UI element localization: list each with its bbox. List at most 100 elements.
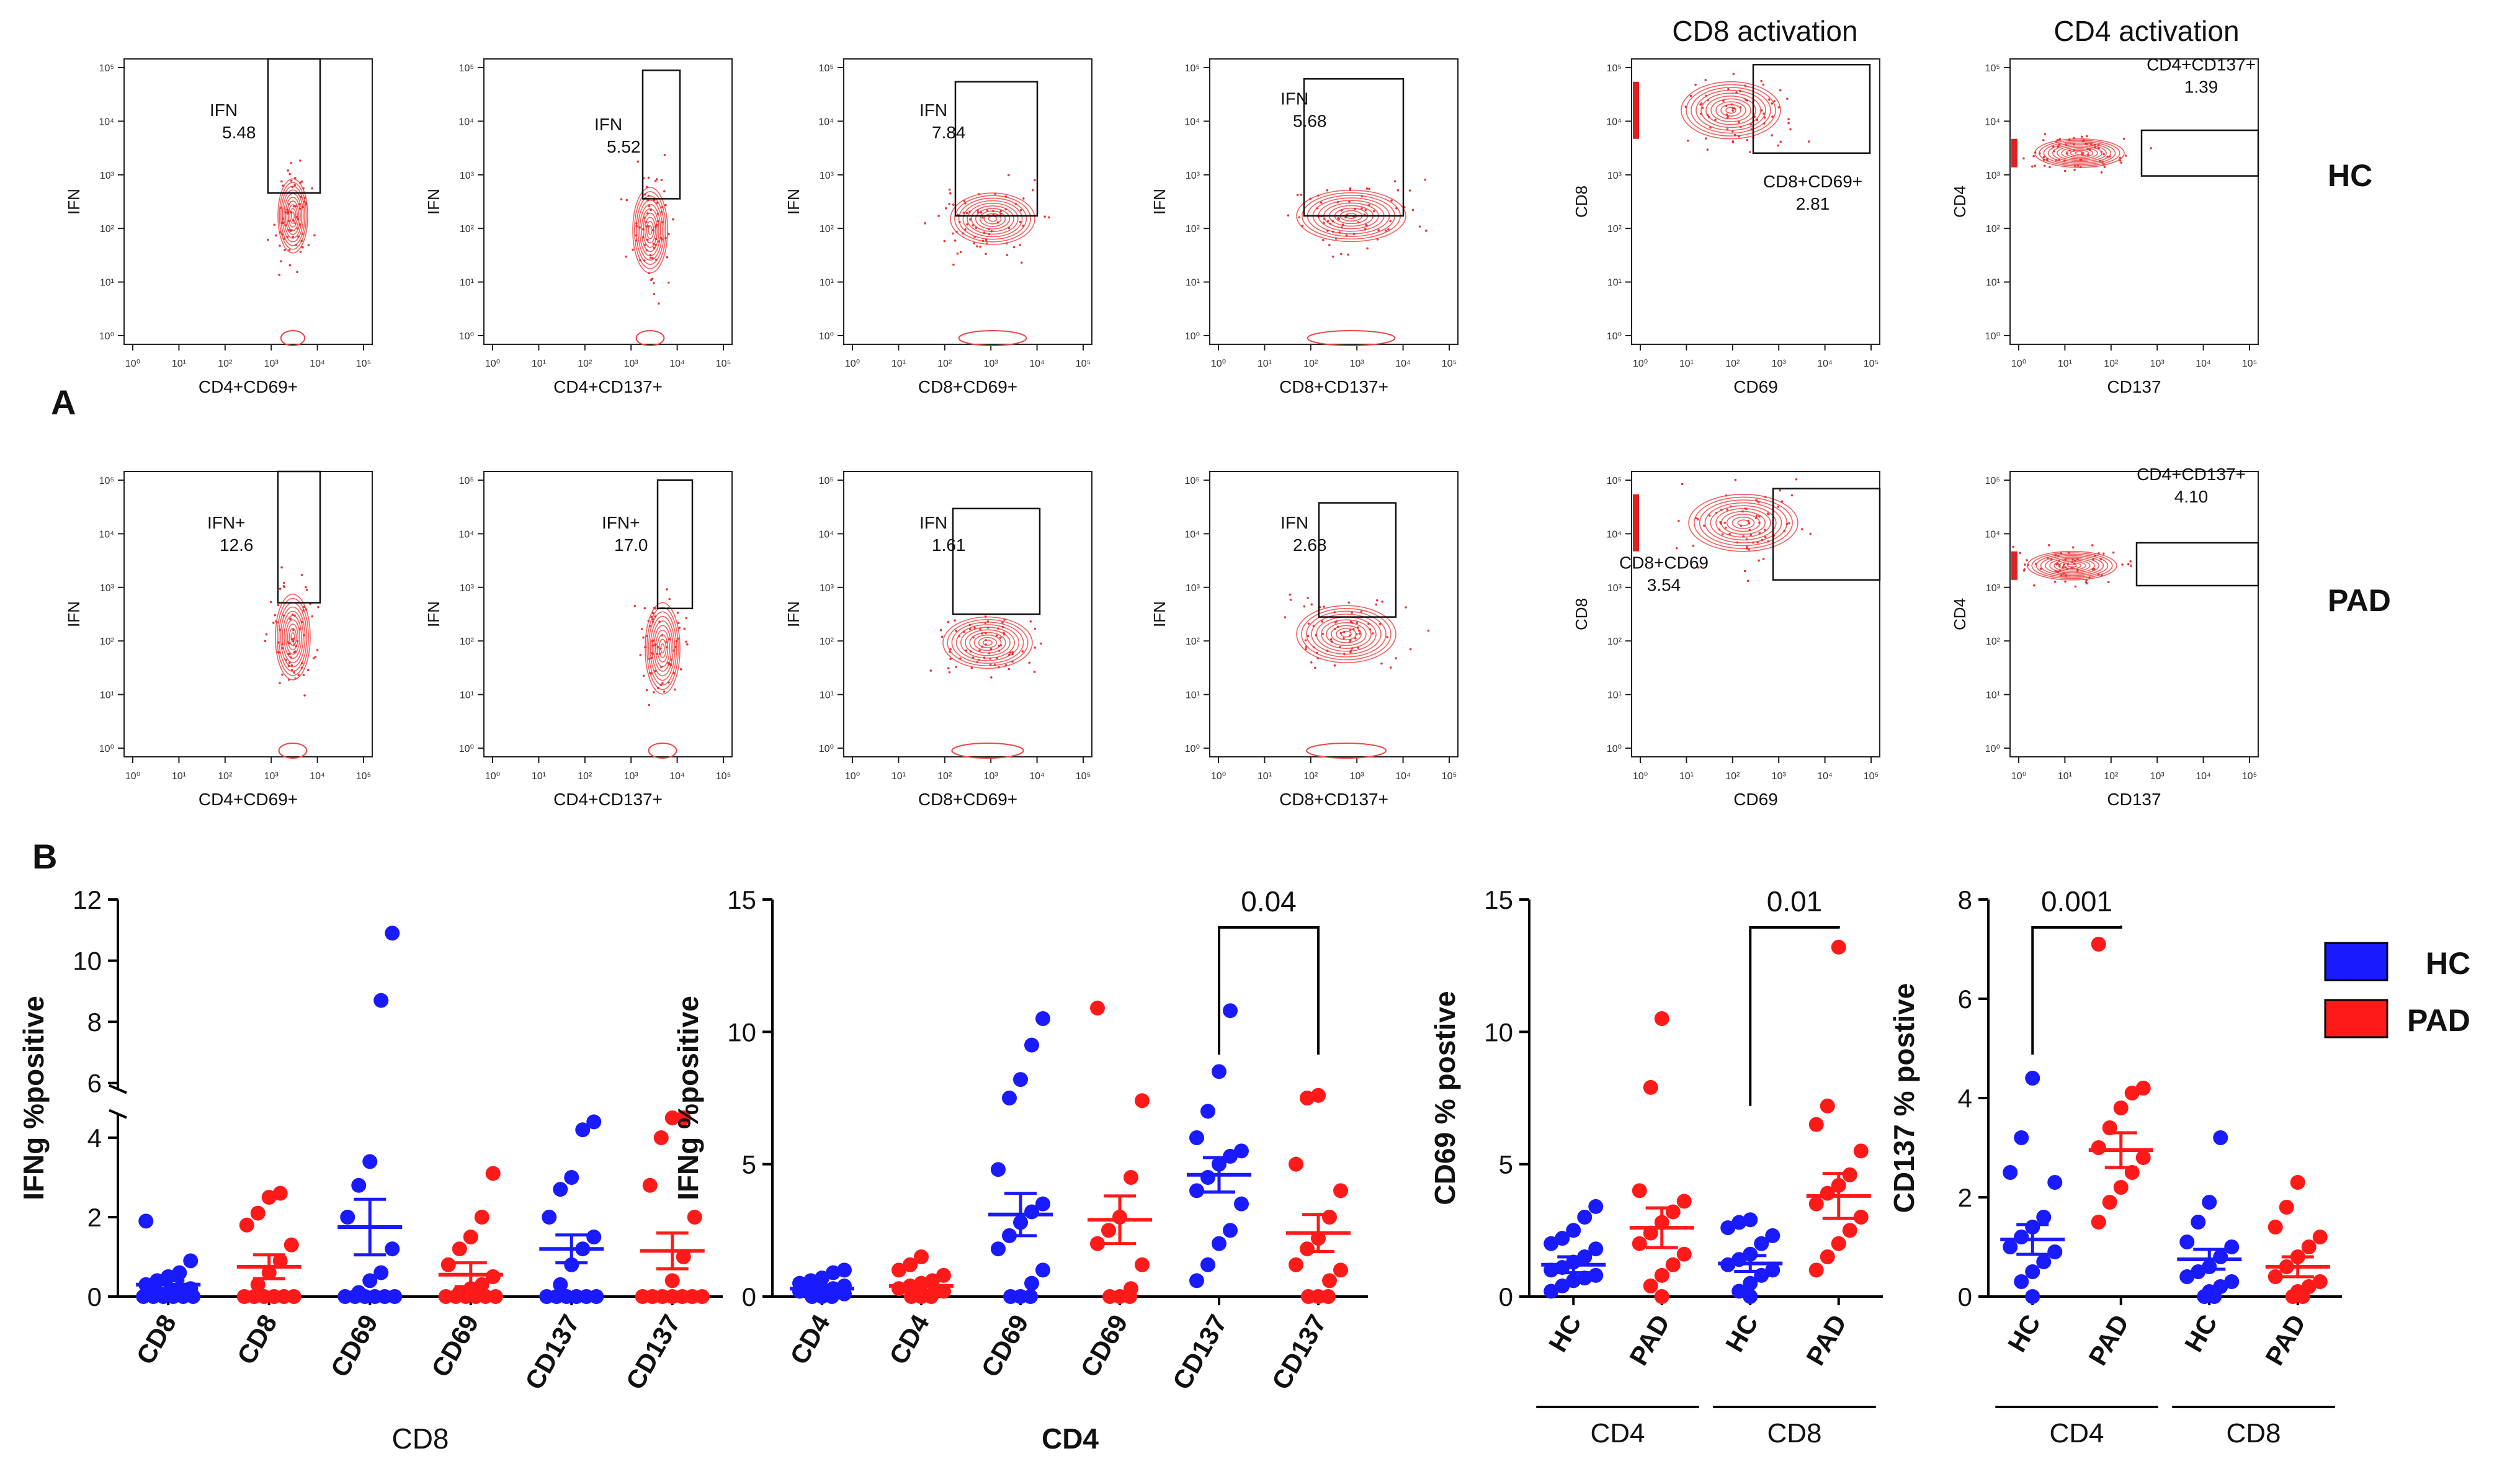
- event-dot: [1745, 507, 1748, 511]
- y-tick-label: 10⁴: [99, 529, 114, 540]
- event-dot: [299, 627, 302, 630]
- event-dot: [2022, 157, 2025, 160]
- event-dot: [1338, 645, 1341, 648]
- event-dot: [1284, 616, 1287, 618]
- x-tick-label: 10¹: [172, 359, 186, 369]
- flow-plot-frame: [1631, 58, 1880, 345]
- event-dot: [2087, 154, 2089, 156]
- event-dot: [975, 226, 978, 229]
- event-dot: [632, 248, 634, 251]
- y-tick-label: 10²: [1186, 636, 1200, 647]
- event-dot: [1771, 134, 1773, 136]
- event-dot: [635, 222, 638, 225]
- event-dot: [656, 202, 659, 204]
- event-dot: [986, 209, 989, 212]
- event-dot: [620, 198, 623, 200]
- event-dot: [1326, 220, 1329, 223]
- y-axis-title: CD4: [1950, 185, 1969, 218]
- event-dot: [300, 662, 303, 664]
- event-dot: [2091, 544, 2094, 547]
- data-point: [676, 1110, 691, 1125]
- event-dot: [998, 645, 1001, 648]
- x-tick-label: CD69: [426, 1310, 484, 1382]
- event-dot: [305, 586, 307, 589]
- flow-plot: 10⁰ 10⁰ 10¹ 10¹ 10² 10² 10³ 10³ 10⁴ 10⁴ 10⁵ 10⁵ IFN+…: [424, 471, 733, 809]
- event-dot: [663, 190, 666, 193]
- data-point: [1820, 1249, 1835, 1264]
- event-dot: [635, 234, 638, 237]
- x-axis-title: CD69: [1733, 377, 1778, 396]
- y-tick-label: 0: [1499, 1282, 1513, 1311]
- contour-line: [2043, 141, 2116, 166]
- event-dot: [1788, 522, 1790, 525]
- y-tick-label: 10⁰: [99, 744, 114, 754]
- event-dot: [649, 256, 652, 259]
- event-dot: [2097, 573, 2100, 576]
- event-dot: [2086, 135, 2088, 138]
- event-dot: [1754, 516, 1758, 519]
- event-dot: [1349, 189, 1352, 192]
- x-tick-label: 10⁰: [1633, 771, 1648, 782]
- event-dot: [1314, 666, 1316, 669]
- event-dot: [2082, 139, 2085, 141]
- contour-line: [1311, 614, 1382, 655]
- event-dot: [1749, 123, 1753, 126]
- data-point: [2191, 1215, 2206, 1230]
- event-dot: [1372, 632, 1374, 635]
- x-tick-label: 10²: [1303, 771, 1318, 782]
- event-dot: [1779, 140, 1782, 143]
- event-dot: [1012, 246, 1016, 249]
- event-dot: [976, 245, 978, 248]
- event-dot: [980, 211, 983, 214]
- contour-line: [1696, 89, 1766, 131]
- event-dot: [2068, 138, 2071, 141]
- event-dot: [963, 630, 965, 633]
- event-dot: [672, 671, 676, 674]
- event-dot: [650, 615, 653, 618]
- data-point: [284, 1237, 299, 1252]
- event-dot: [2047, 556, 2049, 560]
- event-dot: [954, 619, 956, 622]
- event-dot: [964, 202, 967, 205]
- y-tick-label: 10²: [100, 224, 115, 234]
- data-point: [2113, 1101, 2129, 1115]
- flow-plots: 10⁰ 10⁰ 10¹ 10¹ 10² 10² 10³ 10³ 10⁴ 10⁴ 10⁵ 10⁵ IFN 5…: [65, 55, 2259, 809]
- contour-line: [653, 625, 672, 672]
- event-dot: [273, 223, 276, 226]
- event-dot: [2060, 574, 2063, 576]
- contour-line: [978, 636, 998, 649]
- event-dot: [988, 652, 991, 654]
- y-axis-title: IFNg %positive: [17, 996, 50, 1200]
- data-point: [2047, 1175, 2063, 1190]
- event-dot: [657, 687, 659, 689]
- event-dot: [990, 648, 993, 651]
- data-point: [1024, 1275, 1039, 1291]
- event-dot: [1418, 225, 1421, 228]
- event-dot: [643, 244, 646, 246]
- event-dot: [989, 663, 992, 666]
- event-dot: [306, 669, 310, 672]
- data-point: [2036, 1210, 2052, 1225]
- dot-plot: 0 2 4 6 8 HC PAD HC PAD CD137 % postive CD4 CD8 0.00…: [1888, 885, 2342, 1449]
- data-point: [452, 1241, 467, 1257]
- event-dot: [2066, 568, 2068, 571]
- data-point: [1831, 939, 1846, 955]
- event-dot: [1376, 238, 1379, 241]
- x-tick-label: 10²: [937, 771, 952, 782]
- data-point: [1035, 1262, 1050, 1278]
- event-dot: [299, 251, 302, 253]
- contour-line: [969, 632, 1006, 654]
- event-dot: [983, 231, 986, 234]
- contour-line: [1306, 610, 1387, 658]
- y-tick-label: 10³: [820, 583, 834, 594]
- event-dot: [999, 636, 1002, 639]
- event-dot: [294, 677, 297, 680]
- event-dot: [1009, 651, 1012, 654]
- contour-line: [950, 192, 1035, 245]
- event-dot: [2093, 144, 2096, 146]
- data-point: [2091, 1215, 2106, 1230]
- data-point: [1731, 1215, 1747, 1230]
- data-point: [1035, 1196, 1050, 1212]
- event-dot: [2055, 570, 2057, 573]
- event-dot: [2094, 146, 2096, 149]
